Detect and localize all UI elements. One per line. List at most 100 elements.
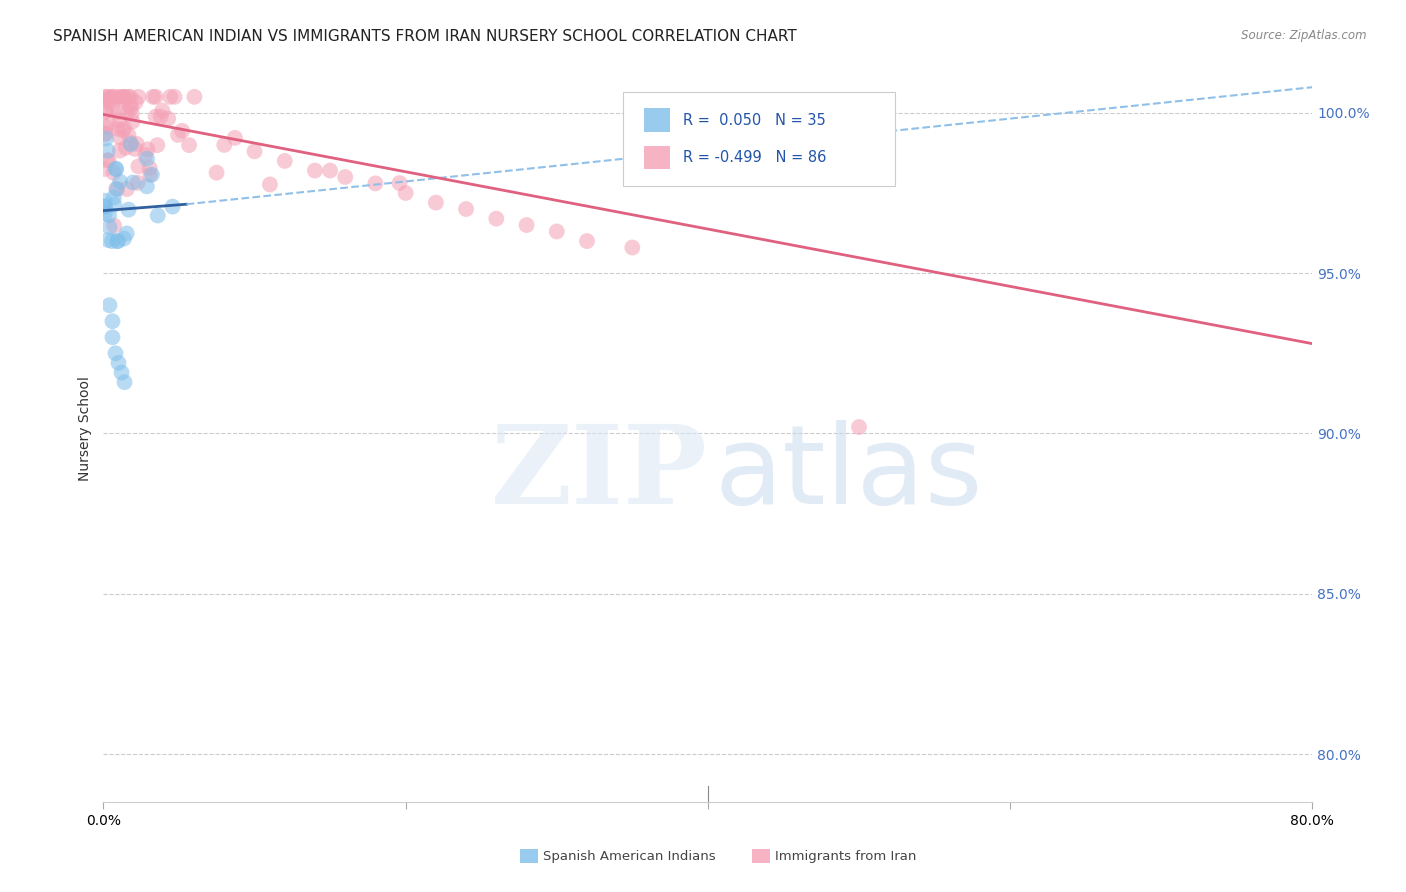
Point bbox=[94, 131, 117, 145]
Text: R =  0.050   N = 35: R = 0.050 N = 35 bbox=[682, 112, 825, 128]
Point bbox=[159, 90, 181, 104]
Text: SPANISH AMERICAN INDIAN VS IMMIGRANTS FROM IRAN NURSERY SCHOOL CORRELATION CHART: SPANISH AMERICAN INDIAN VS IMMIGRANTS FR… bbox=[53, 29, 797, 44]
Text: R = -0.499   N = 86: R = -0.499 N = 86 bbox=[682, 150, 825, 165]
Point bbox=[112, 90, 135, 104]
Point bbox=[546, 224, 568, 238]
Point bbox=[364, 177, 387, 191]
Point bbox=[172, 124, 194, 138]
Point bbox=[107, 121, 129, 136]
Point bbox=[103, 90, 125, 104]
Point bbox=[125, 95, 148, 109]
Point bbox=[136, 152, 159, 166]
Point bbox=[114, 93, 136, 107]
Point bbox=[214, 137, 236, 152]
Point bbox=[104, 162, 127, 177]
Point bbox=[114, 375, 136, 389]
Point bbox=[117, 128, 139, 142]
Point bbox=[157, 112, 180, 126]
Point bbox=[145, 90, 167, 104]
Point bbox=[101, 330, 124, 344]
Point bbox=[107, 234, 129, 248]
Text: Immigrants from Iran: Immigrants from Iran bbox=[775, 850, 917, 863]
Point bbox=[122, 176, 145, 190]
Point bbox=[115, 227, 138, 241]
Point bbox=[94, 90, 117, 104]
Point bbox=[94, 199, 117, 213]
Text: Source: ZipAtlas.com: Source: ZipAtlas.com bbox=[1241, 29, 1367, 42]
Point bbox=[96, 153, 118, 168]
Point bbox=[146, 209, 169, 223]
Point bbox=[110, 90, 132, 104]
Point bbox=[110, 366, 132, 380]
Point bbox=[139, 168, 162, 182]
Point bbox=[134, 148, 156, 162]
Point bbox=[104, 161, 127, 176]
Point bbox=[101, 101, 124, 115]
Point bbox=[118, 99, 141, 113]
Point bbox=[94, 126, 117, 140]
Point bbox=[274, 153, 297, 168]
Point bbox=[97, 233, 120, 247]
Point bbox=[163, 90, 186, 104]
Point bbox=[259, 178, 281, 192]
Point bbox=[150, 103, 173, 118]
Point bbox=[138, 161, 160, 175]
Point bbox=[456, 202, 478, 216]
Point bbox=[127, 160, 149, 174]
Point bbox=[304, 163, 326, 178]
Point bbox=[103, 219, 125, 233]
Point bbox=[100, 90, 122, 104]
Point bbox=[121, 106, 143, 120]
Point bbox=[136, 142, 159, 156]
Point bbox=[167, 128, 190, 142]
Point bbox=[127, 176, 149, 190]
Point bbox=[103, 166, 125, 180]
Point bbox=[105, 181, 128, 195]
Point bbox=[96, 94, 118, 108]
Point bbox=[104, 346, 127, 360]
Point bbox=[94, 128, 117, 142]
Point bbox=[112, 90, 135, 104]
Point bbox=[425, 195, 447, 210]
Point bbox=[108, 144, 131, 158]
Point bbox=[125, 136, 148, 151]
Point bbox=[98, 220, 121, 235]
Y-axis label: Nursery School: Nursery School bbox=[79, 376, 93, 481]
Point bbox=[120, 137, 142, 152]
Point bbox=[94, 200, 117, 214]
Point bbox=[183, 90, 205, 104]
Point bbox=[205, 166, 228, 180]
Point bbox=[101, 234, 124, 248]
Bar bbox=[644, 145, 671, 169]
Point bbox=[94, 104, 117, 119]
Point bbox=[108, 175, 131, 189]
Point bbox=[107, 356, 129, 370]
Point bbox=[107, 105, 129, 120]
Point bbox=[319, 163, 342, 178]
Point bbox=[103, 197, 125, 211]
Point bbox=[112, 231, 135, 245]
Point bbox=[177, 138, 200, 153]
Point bbox=[135, 179, 157, 194]
Point bbox=[115, 182, 138, 196]
Point bbox=[94, 206, 117, 220]
Point bbox=[114, 141, 136, 155]
Point bbox=[146, 138, 169, 153]
Point bbox=[127, 90, 149, 104]
Point bbox=[395, 186, 418, 200]
Point bbox=[94, 194, 117, 208]
Point bbox=[243, 145, 266, 159]
Point bbox=[120, 101, 142, 115]
Point bbox=[98, 118, 121, 132]
Point bbox=[112, 121, 135, 136]
Point bbox=[515, 218, 537, 232]
Point bbox=[388, 176, 411, 190]
Point bbox=[621, 240, 644, 254]
Point bbox=[335, 169, 357, 184]
FancyBboxPatch shape bbox=[623, 93, 896, 186]
Point bbox=[485, 211, 508, 226]
Point bbox=[124, 142, 146, 156]
Point bbox=[105, 90, 128, 104]
Point bbox=[98, 298, 121, 312]
Bar bbox=[644, 108, 671, 132]
